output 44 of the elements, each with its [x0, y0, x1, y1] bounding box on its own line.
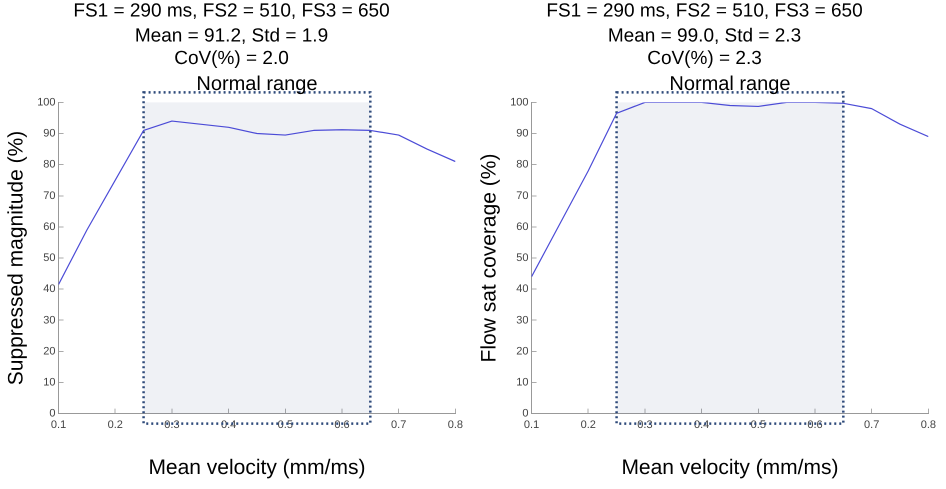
band-label: Normal range — [669, 72, 791, 95]
y-tick-label: 60 — [43, 220, 56, 233]
chart-subtitle: Mean = 91.2, Std = 1.9 — [134, 25, 328, 46]
y-tick-label: 90 — [43, 128, 56, 140]
y-tick-label: 20 — [43, 345, 56, 358]
x-tick-label: 0.8 — [920, 419, 936, 432]
x-tick-label: 0.7 — [391, 419, 406, 432]
y-tick-label: 60 — [516, 220, 529, 233]
x-tick-label: 0.6 — [334, 419, 350, 432]
band-label: Normal range — [196, 72, 318, 95]
y-tick-label: 100 — [510, 96, 529, 108]
y-tick-label: 30 — [43, 314, 56, 326]
x-tick-label: 0.8 — [448, 419, 464, 432]
chart-subtitle: Mean = 99.0, Std = 2.3 — [608, 25, 802, 46]
y-tick-label: 70 — [516, 190, 529, 202]
x-axis-title: Mean velocity (mm/ms) — [621, 456, 838, 480]
y-axis-title: Suppressed magnitude (%) — [4, 130, 28, 386]
x-axis-title: Mean velocity (mm/ms) — [148, 456, 366, 480]
x-tick-label: 0.7 — [864, 419, 880, 432]
text: CoV(%) = 2.3 — [647, 48, 762, 70]
x-tick-label: 0.1 — [524, 419, 540, 432]
y-tick-label: 0 — [49, 408, 56, 420]
x-tick-label: 0.6 — [807, 419, 823, 432]
y-tick-label: 50 — [43, 252, 56, 264]
x-tick-label: 0.2 — [108, 419, 123, 432]
y-tick-label: 80 — [43, 158, 56, 171]
text: CoV(%) = 2.0 — [174, 48, 289, 70]
y-tick-label: 40 — [43, 283, 56, 296]
y-tick-label: 10 — [43, 376, 56, 389]
chart-title: FS1 = 290 ms, FS2 = 510, FS3 = 650 — [73, 0, 390, 22]
y-tick-label: 10 — [516, 376, 529, 389]
y-tick-label: 30 — [516, 314, 529, 326]
y-tick-label: 20 — [516, 345, 529, 358]
y-tick-label: 100 — [37, 96, 56, 108]
y-tick-label: 90 — [516, 128, 529, 140]
y-tick-label: 70 — [43, 190, 56, 202]
y-axis-title: Flow sat coverage (%) — [477, 154, 500, 362]
y-tick-label: 80 — [516, 158, 529, 171]
y-tick-label: 0 — [522, 408, 529, 420]
y-tick-label: 50 — [516, 252, 529, 264]
y-tick-label: 40 — [516, 283, 529, 296]
chart-title: FS1 = 290 ms, FS2 = 510, FS3 = 650 — [546, 0, 863, 22]
x-tick-label: 0.2 — [580, 419, 596, 432]
x-tick-label: 0.1 — [50, 419, 66, 432]
